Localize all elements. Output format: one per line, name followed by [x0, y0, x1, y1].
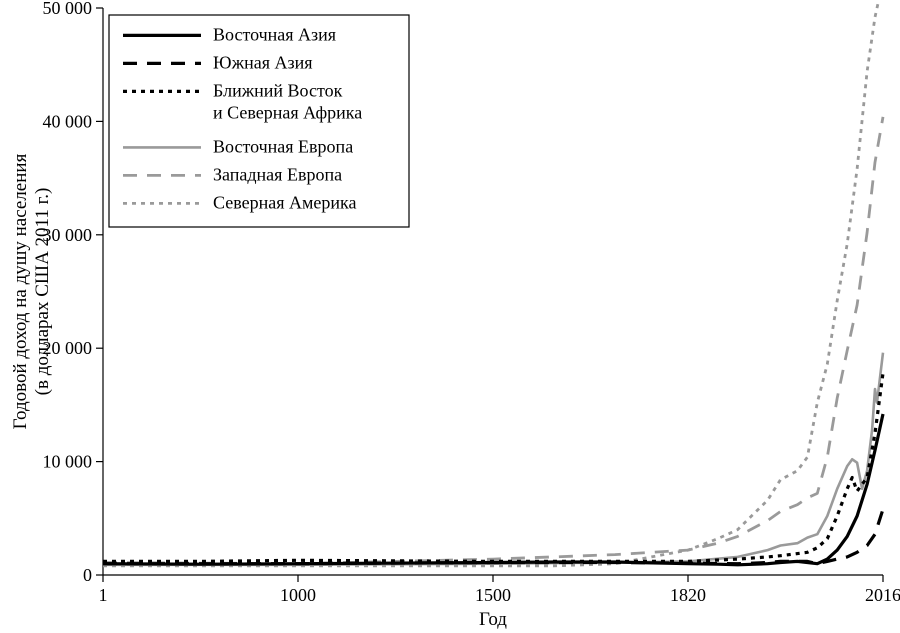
x-tick-label: 1500: [475, 585, 511, 605]
series-mena: [103, 373, 883, 561]
legend-label: Северная Америка: [213, 192, 356, 212]
y-tick-label: 10 000: [43, 452, 93, 472]
x-axis-label: Год: [479, 609, 507, 630]
legend-label: Восточная Азия: [213, 24, 336, 44]
x-tick-label: 1820: [670, 585, 706, 605]
x-tick-label: 1: [99, 585, 108, 605]
y-axis-label: Годовой доход на душу населения(в доллар…: [10, 153, 53, 429]
y-tick-label: 50 000: [43, 0, 93, 18]
chart-container: 010 00020 00030 00040 00050 000110001500…: [0, 0, 900, 633]
legend-label: Восточная Европа: [213, 136, 353, 156]
series-south_asia: [103, 509, 883, 564]
x-tick-label: 2016: [865, 585, 900, 605]
series-east_asia: [103, 414, 883, 565]
y-tick-label: 0: [83, 565, 92, 585]
y-tick-label: 40 000: [43, 111, 93, 131]
legend-label: Южная Азия: [213, 52, 313, 72]
x-tick-label: 1000: [280, 585, 316, 605]
line-chart: 010 00020 00030 00040 00050 000110001500…: [0, 0, 900, 633]
legend: Восточная АзияЮжная АзияБлижний Востоки …: [109, 15, 409, 227]
legend-label: Западная Европа: [213, 164, 342, 184]
series-east_europe: [103, 353, 883, 565]
